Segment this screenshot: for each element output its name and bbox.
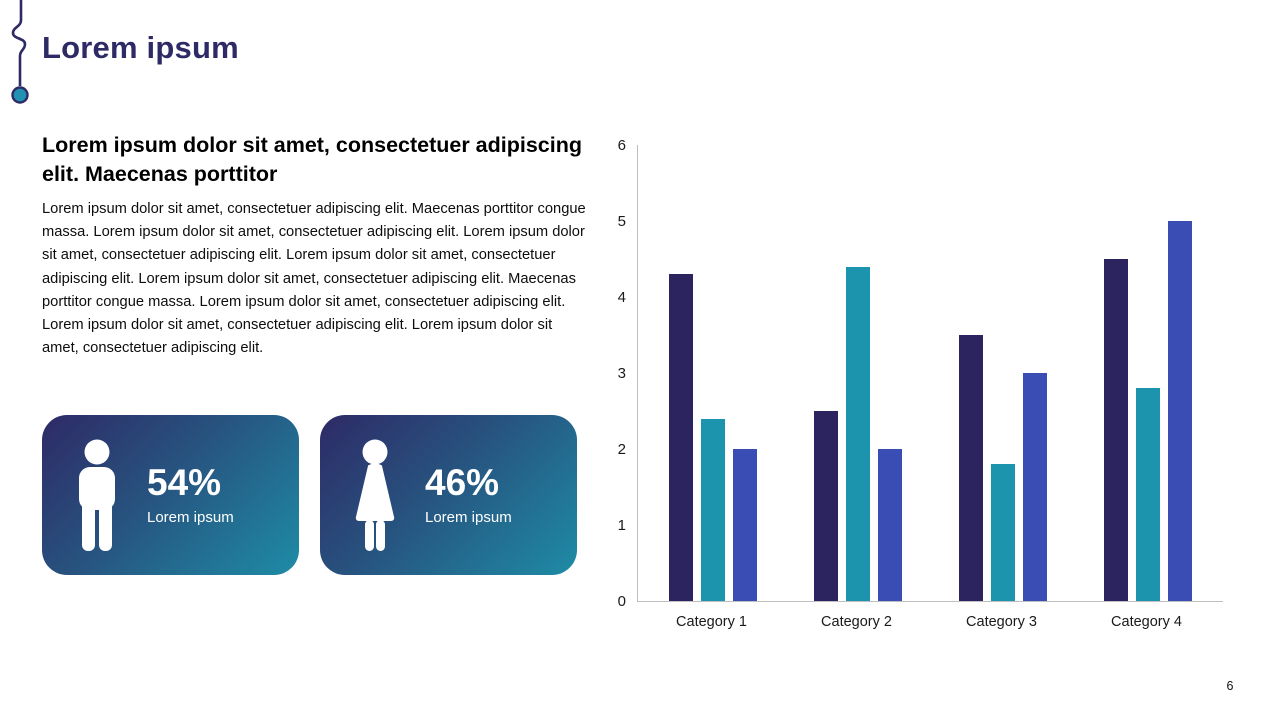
stat-card-male: 54% Lorem ipsum xyxy=(42,415,299,575)
chart-y-tick-label: 6 xyxy=(617,136,626,154)
stat-value: 46% xyxy=(425,462,500,503)
stat-text: 54% Lorem ipsum xyxy=(147,464,234,526)
chart-bar xyxy=(1023,373,1047,601)
chart-y-tick-label: 4 xyxy=(617,288,626,306)
chart-plot-area xyxy=(637,145,1223,602)
chart-x-category-label: Category 2 xyxy=(821,614,892,630)
male-person-icon xyxy=(79,439,115,551)
chart-x-category-label: Category 1 xyxy=(676,614,747,630)
chart-y-tick-label: 0 xyxy=(617,592,626,610)
chart-bar xyxy=(669,274,693,601)
chart-bar xyxy=(814,411,838,601)
teal-dot-icon xyxy=(11,86,29,104)
chart-bar xyxy=(1136,388,1160,601)
chart-bar xyxy=(733,449,757,601)
stat-text: 46% Lorem ipsum xyxy=(425,464,512,526)
chart-bar xyxy=(1168,221,1192,601)
connector-line-decoration xyxy=(11,0,29,104)
chart-y-tick-label: 5 xyxy=(617,212,626,230)
chart-bar xyxy=(701,418,725,601)
section-heading: Lorem ipsum dolor sit amet, consectetuer… xyxy=(42,133,583,186)
chart-y-tick-label: 1 xyxy=(617,516,626,534)
chart-bar xyxy=(1104,259,1128,601)
bar-chart: 0 1 2 3 4 5 6 Category 1 Category 2 Category 3 Cat… xyxy=(600,136,1250,656)
stat-card-female: 46% Lorem ipsum xyxy=(320,415,577,575)
chart-x-category-label: Category 3 xyxy=(966,614,1037,630)
chart-bar xyxy=(991,464,1015,601)
page-number: 6 xyxy=(1226,679,1234,693)
stat-value: 54% xyxy=(147,462,222,503)
page-title: Lorem ipsum xyxy=(42,30,239,65)
chart-bar xyxy=(846,266,870,601)
body-text: Lorem ipsum dolor sit amet, consectetuer… xyxy=(42,201,586,357)
chart-bar xyxy=(878,449,902,601)
chart-bar xyxy=(959,335,983,601)
stat-label: Lorem ipsum xyxy=(147,509,234,526)
chart-x-category-label: Category 4 xyxy=(1111,614,1182,630)
female-person-icon xyxy=(355,439,395,551)
chart-y-tick-label: 2 xyxy=(617,440,626,458)
chart-y-tick-label: 3 xyxy=(617,364,626,382)
stat-cards: 54% Lorem ipsum 46% Lorem ipsum xyxy=(42,415,577,575)
stat-label: Lorem ipsum xyxy=(425,509,512,526)
